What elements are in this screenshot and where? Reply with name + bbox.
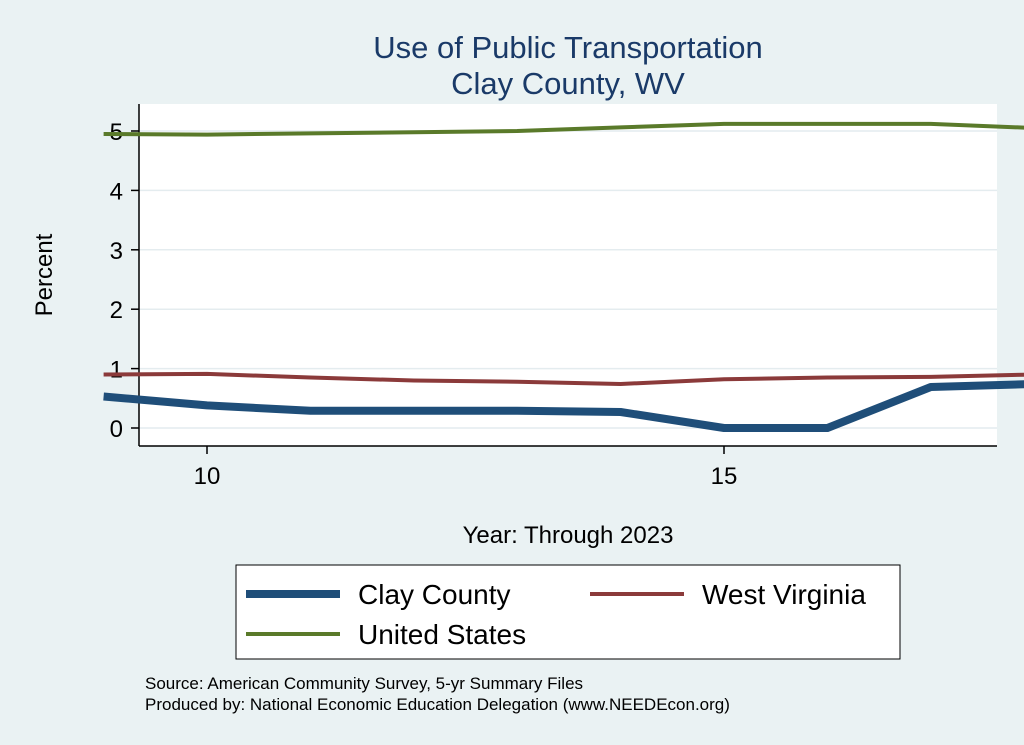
x-axis-label: Year: Through 2023: [463, 522, 674, 549]
legend-label: Clay County: [358, 579, 511, 610]
chart-subtitle: Clay County, WV: [451, 66, 685, 101]
legend-label: United States: [358, 619, 526, 650]
legend-box: [235, 564, 901, 660]
y-axis-label: Percent: [31, 233, 58, 316]
producer-note: Produced by: National Economic Education…: [145, 695, 730, 714]
y-tick-label: 4: [110, 178, 123, 205]
legend-label: West Virginia: [702, 579, 866, 610]
x-tick-label: 10: [194, 463, 221, 490]
y-tick-label: 2: [110, 297, 123, 324]
x-tick-label: 15: [711, 463, 738, 490]
series-line-west-virginia: [103, 371, 1024, 386]
y-tick-label: 1: [110, 357, 123, 384]
series-line-united-states: [103, 121, 1024, 137]
axes: 01234510152025: [110, 104, 997, 490]
source-note: Source: American Community Survey, 5-yr …: [145, 674, 583, 693]
chart-title: Use of Public Transportation: [373, 30, 762, 65]
series-lines: [103, 121, 1024, 432]
plot-area: [139, 104, 997, 446]
series-line-clay-county: [103, 380, 1024, 432]
legend: Clay County West Virginia United States: [235, 564, 901, 660]
y-tick-label: 0: [110, 416, 123, 443]
y-tick-label: 3: [110, 238, 123, 265]
